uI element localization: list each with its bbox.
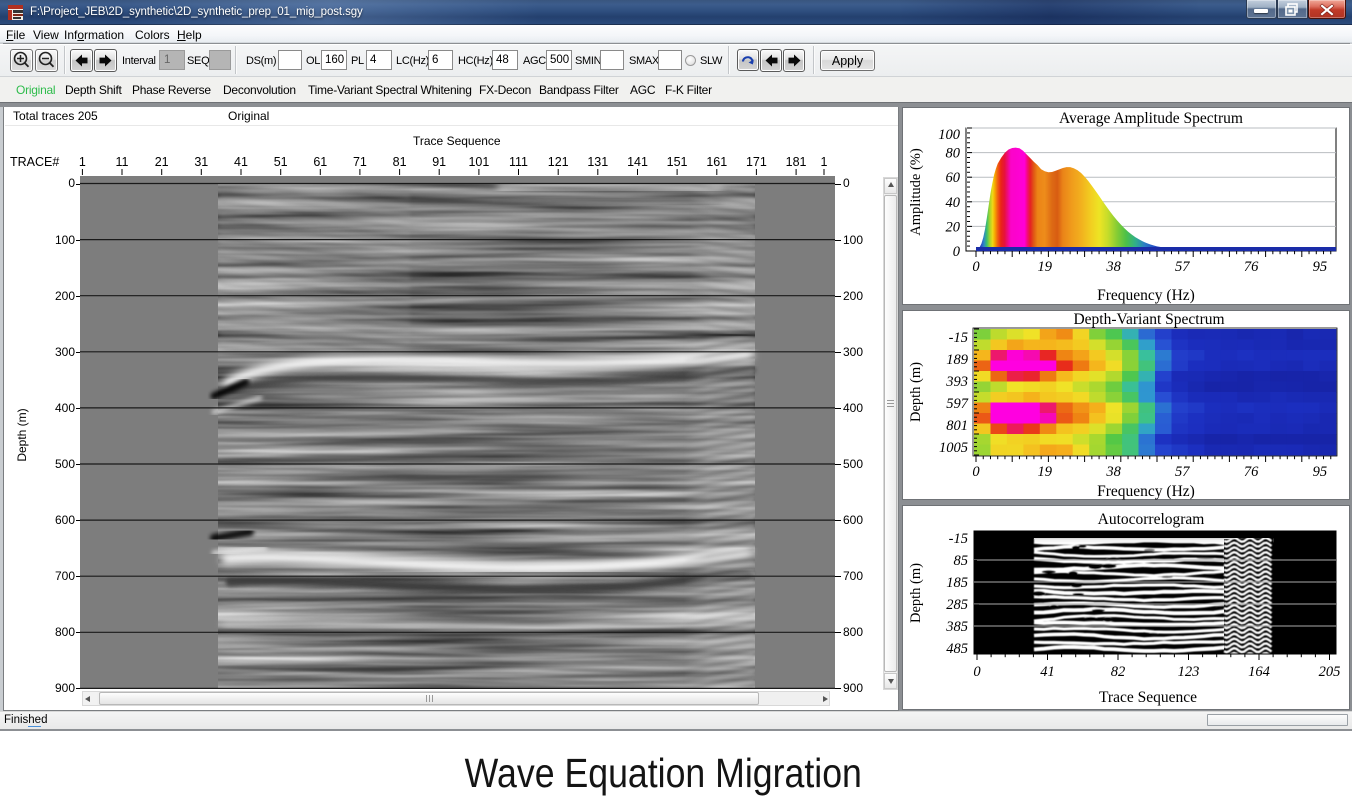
svg-text:189: 189 — [946, 352, 969, 368]
svg-text:0: 0 — [972, 464, 980, 480]
svg-text:Depth (m): Depth (m) — [908, 563, 924, 623]
svg-text:Depth (m): Depth (m) — [908, 362, 924, 422]
svg-text:121: 121 — [548, 155, 569, 169]
svg-text:41: 41 — [234, 155, 248, 169]
svg-text:38: 38 — [1105, 259, 1121, 275]
svg-text:1: 1 — [821, 155, 828, 169]
svg-text:123: 123 — [1178, 664, 1200, 680]
svg-text:82: 82 — [1111, 664, 1126, 680]
svg-text:Autocorrelogram: Autocorrelogram — [1098, 511, 1205, 528]
svg-text:597: 597 — [946, 396, 969, 412]
svg-text:Trace Sequence: Trace Sequence — [1099, 689, 1197, 706]
svg-text:0: 0 — [972, 259, 980, 275]
svg-text:31: 31 — [194, 155, 208, 169]
svg-text:485: 485 — [946, 641, 968, 657]
svg-text:11: 11 — [116, 155, 129, 169]
svg-text:76: 76 — [1244, 259, 1259, 275]
svg-text:-15: -15 — [949, 330, 968, 346]
svg-text:Depth-Variant Spectrum: Depth-Variant Spectrum — [1073, 311, 1224, 328]
svg-text:21: 21 — [155, 155, 169, 169]
svg-text:40: 40 — [946, 195, 961, 211]
svg-text:205: 205 — [1319, 664, 1341, 680]
svg-text:181: 181 — [786, 155, 807, 169]
svg-text:Amplitude (%): Amplitude (%) — [908, 148, 924, 236]
svg-text:164: 164 — [1248, 664, 1270, 680]
svg-text:101: 101 — [468, 155, 489, 169]
svg-text:Frequency (Hz): Frequency (Hz) — [1097, 483, 1195, 500]
svg-text:61: 61 — [313, 155, 327, 169]
svg-text:95: 95 — [1313, 259, 1328, 275]
svg-text:141: 141 — [627, 155, 648, 169]
svg-text:95: 95 — [1313, 464, 1328, 480]
svg-text:19: 19 — [1038, 259, 1053, 275]
svg-text:Average Amplitude Spectrum: Average Amplitude Spectrum — [1059, 110, 1243, 127]
svg-text:20: 20 — [946, 219, 961, 235]
svg-text:393: 393 — [945, 374, 968, 390]
svg-text:801: 801 — [946, 418, 968, 434]
svg-text:Frequency (Hz): Frequency (Hz) — [1097, 287, 1195, 304]
svg-text:111: 111 — [509, 155, 528, 169]
svg-text:81: 81 — [393, 155, 407, 169]
svg-text:161: 161 — [706, 155, 727, 169]
svg-text:100: 100 — [938, 127, 961, 143]
svg-text:71: 71 — [353, 155, 367, 169]
svg-text:57: 57 — [1175, 464, 1190, 480]
svg-text:1005: 1005 — [939, 440, 968, 456]
svg-text:38: 38 — [1105, 464, 1121, 480]
svg-text:0: 0 — [973, 664, 981, 680]
svg-text:91: 91 — [432, 155, 446, 169]
svg-text:1: 1 — [79, 155, 86, 169]
svg-text:285: 285 — [946, 597, 968, 613]
svg-text:0: 0 — [953, 244, 961, 260]
svg-text:76: 76 — [1244, 464, 1259, 480]
svg-text:51: 51 — [274, 155, 288, 169]
svg-text:19: 19 — [1038, 464, 1053, 480]
svg-text:-15: -15 — [949, 531, 968, 547]
svg-text:151: 151 — [667, 155, 688, 169]
svg-text:85: 85 — [954, 553, 969, 569]
svg-text:131: 131 — [587, 155, 608, 169]
svg-text:80: 80 — [946, 146, 961, 162]
svg-text:185: 185 — [946, 575, 968, 591]
svg-text:60: 60 — [946, 170, 961, 186]
svg-text:41: 41 — [1040, 664, 1055, 680]
svg-text:57: 57 — [1175, 259, 1190, 275]
svg-text:385: 385 — [945, 619, 968, 635]
svg-text:171: 171 — [746, 155, 767, 169]
